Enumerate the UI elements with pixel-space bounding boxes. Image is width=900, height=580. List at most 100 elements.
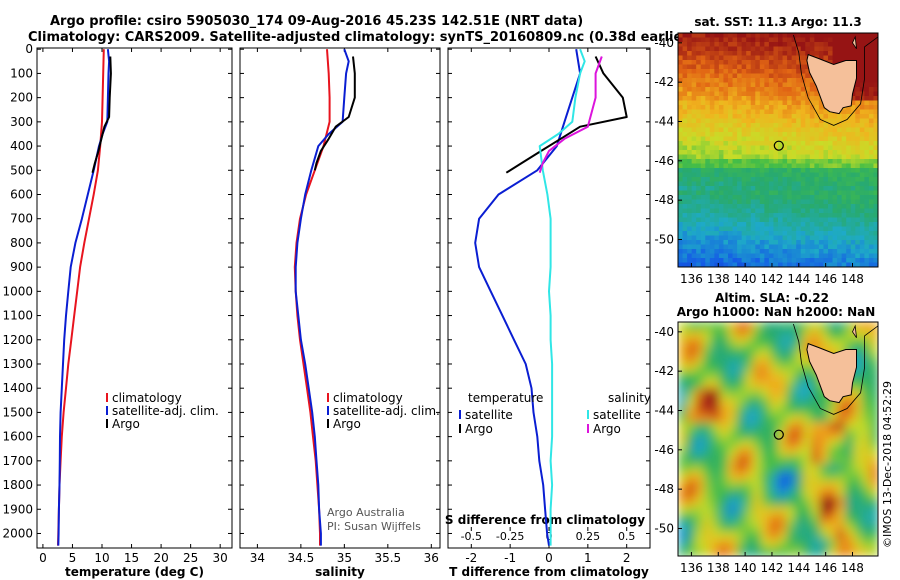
sst-map-cell xyxy=(718,159,725,165)
sst-map-cell xyxy=(778,204,784,210)
sst-map-cell xyxy=(718,240,725,246)
sst-map-cell xyxy=(837,262,843,267)
sst-map-cell xyxy=(723,231,729,237)
sla-map-cell xyxy=(836,547,846,556)
sst-map-cell xyxy=(700,172,706,178)
sst-map-cell xyxy=(841,217,847,223)
sst-map-cell xyxy=(746,96,752,102)
sst-map-cell xyxy=(837,217,843,223)
sst-map-cell xyxy=(823,258,829,264)
sst-map-cell xyxy=(814,217,820,223)
sst-map-cell xyxy=(728,235,734,241)
sst-map-cell xyxy=(728,114,734,120)
sla-map-cell xyxy=(678,380,687,390)
sla-map-cell xyxy=(786,322,796,331)
sst-map-cell xyxy=(723,114,729,120)
sla-map-cell xyxy=(678,422,687,432)
sst-map-cell xyxy=(787,123,793,129)
sla-map-cell xyxy=(811,413,821,423)
sst-map-cell xyxy=(696,181,702,187)
sst-map-cell xyxy=(741,163,747,169)
sst-map-cell xyxy=(687,208,693,214)
sst-map-cell xyxy=(782,262,788,267)
sla-map-cell xyxy=(861,530,871,540)
sla-map-cell xyxy=(769,472,779,482)
sst-map-cell xyxy=(778,60,784,66)
sst-map-cell xyxy=(718,127,725,133)
sst-map-cell xyxy=(718,231,725,237)
sla-map-cell xyxy=(861,388,871,398)
sst-map-cell xyxy=(868,91,875,97)
sla-map-cell xyxy=(678,547,687,556)
sst-lat-tick-label: -46 xyxy=(654,154,674,168)
sla-map-cell xyxy=(719,413,729,423)
sst-map-cell xyxy=(778,244,784,250)
sst-map-cell xyxy=(678,213,684,219)
sst-map-cell xyxy=(705,82,711,88)
sst-map-cell xyxy=(768,60,775,66)
sst-map-cell xyxy=(823,240,829,246)
sla-map-cell xyxy=(786,372,796,382)
sst-map-cell xyxy=(846,33,852,39)
sst-map-cell xyxy=(873,141,878,147)
salinity-diff-tick-label: -0.5 xyxy=(461,530,482,543)
sla-map-cell xyxy=(844,447,854,457)
sla-map-cell xyxy=(728,514,737,524)
sla-map-cell xyxy=(819,497,829,507)
sst-map-cell xyxy=(782,127,788,133)
sla-map-cell xyxy=(694,422,704,432)
sst-map-cell xyxy=(773,204,779,210)
sst-map-cell xyxy=(768,42,775,48)
sst-map-cell xyxy=(823,168,829,174)
sst-map-cell xyxy=(868,51,875,57)
sst-map-cell xyxy=(818,235,825,241)
sla-map-cell xyxy=(861,422,871,432)
sst-map-cell xyxy=(846,42,852,48)
temperature-x-axis-label: temperature (deg C) xyxy=(65,565,204,579)
sla-map-cell xyxy=(861,497,871,507)
sla-map-cell xyxy=(794,405,804,415)
temperature-x-tick-label: 20 xyxy=(153,551,168,565)
sst-map-cell xyxy=(723,186,729,192)
sla-map-cell xyxy=(844,505,854,515)
sla-map-cell xyxy=(736,322,746,331)
sst-map-cell xyxy=(714,244,720,250)
sst-map-cell xyxy=(691,262,697,267)
sst-map-cell xyxy=(782,82,788,88)
sst-map-cell xyxy=(791,55,797,61)
sst-map-cell xyxy=(764,244,770,250)
sst-map-cell xyxy=(782,195,788,201)
sla-map-cell xyxy=(744,464,754,474)
sst-map-cell xyxy=(709,145,715,151)
sst-map-cell xyxy=(791,42,797,48)
sst-map-cell xyxy=(755,154,761,160)
sst-map-cell xyxy=(778,114,784,120)
sst-map-cell xyxy=(837,213,843,219)
sst-map-cell xyxy=(832,249,838,255)
temperature-plot-frame xyxy=(36,47,233,549)
sla-map-cell xyxy=(719,522,729,532)
sla-map-cell xyxy=(753,489,762,499)
sst-map-cell xyxy=(768,231,775,237)
sla-map-cell xyxy=(761,480,771,490)
sla-map-cell xyxy=(819,505,829,515)
sst-map-cell xyxy=(682,141,688,147)
sst-map-cell xyxy=(718,132,725,138)
sst-map-cell xyxy=(755,55,761,61)
sst-map-cell xyxy=(718,141,725,147)
sst-map-cell xyxy=(873,231,878,237)
sst-map-cell xyxy=(791,87,797,93)
sla-map-cell xyxy=(803,439,812,448)
sst-map-cell xyxy=(855,262,861,267)
sla-map-cell xyxy=(819,530,829,540)
sst-map-cell xyxy=(805,123,811,129)
sst-map-cell xyxy=(846,172,852,178)
sla-map-cell xyxy=(861,413,871,423)
sla-map-cell xyxy=(761,489,771,499)
sla-map-cell xyxy=(778,539,787,549)
sst-map-cell xyxy=(732,96,738,102)
sst-map-cell xyxy=(791,195,797,201)
sst-map-cell xyxy=(741,150,747,156)
sst-map-cell xyxy=(868,177,875,183)
sst-map-cell xyxy=(791,226,797,232)
